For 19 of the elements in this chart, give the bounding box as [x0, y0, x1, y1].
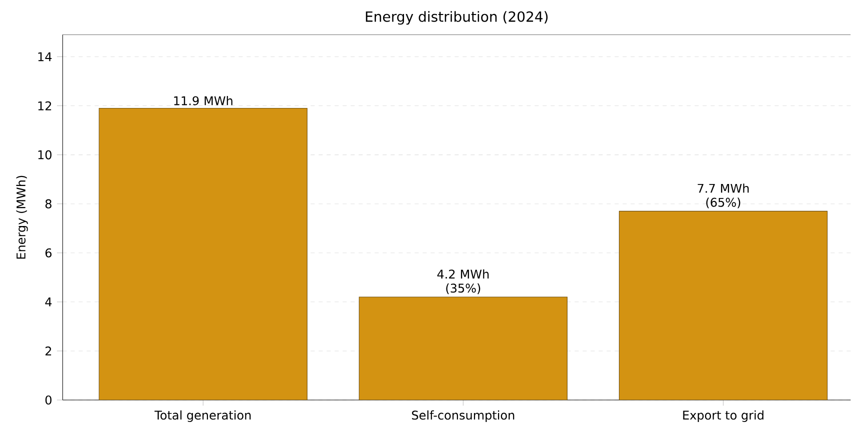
y-tick-label: 10	[38, 150, 52, 160]
bar	[98, 108, 308, 400]
y-axis-title: Energy (MWh)	[16, 176, 28, 258]
data-label: 7.7 MWh (65%)	[698, 183, 749, 208]
y-tick-label: 0	[45, 395, 52, 404]
data-label: 4.2 MWh (35%)	[437, 269, 489, 294]
y-tick-label: 6	[45, 248, 52, 258]
x-tick-label: Total generation	[154, 410, 251, 422]
y-tick-label: 12	[38, 101, 52, 110]
y-tick-label: 4	[45, 297, 52, 306]
bar	[618, 210, 828, 400]
y-tick-label: 2	[46, 346, 52, 356]
x-tick-label: Export to grid	[683, 410, 764, 422]
chart-title: Energy distribution (2024)	[366, 10, 548, 24]
bar	[358, 296, 568, 400]
data-label: 11.9 MWh	[174, 96, 232, 106]
y-tick-label: 14	[38, 52, 52, 61]
x-tick-label: Self-consumption	[412, 410, 514, 422]
y-tick-label: 8	[45, 199, 52, 208]
